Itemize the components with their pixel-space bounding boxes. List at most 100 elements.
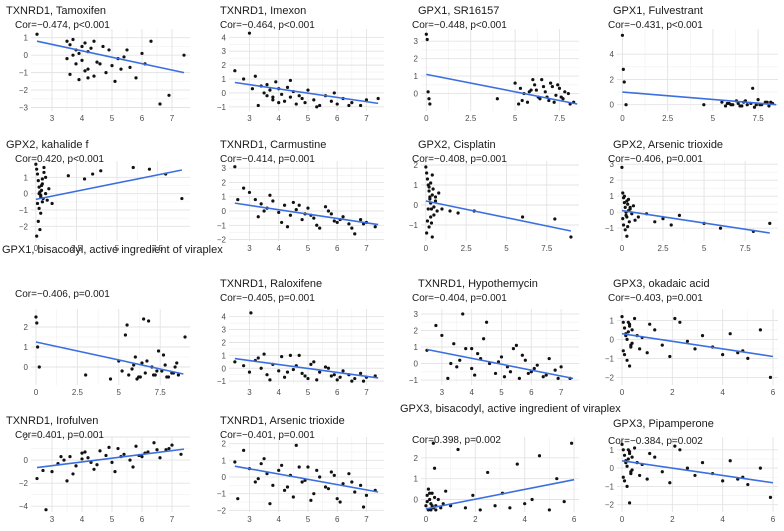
data-point: [297, 465, 301, 469]
data-point: [361, 379, 366, 383]
x-tick-label: 6: [335, 388, 340, 397]
data-point: [291, 495, 295, 499]
data-point: [86, 67, 90, 71]
panel-title: GPX1, bisacodyl, active ingredient of vi…: [2, 244, 223, 256]
data-point: [548, 81, 553, 85]
data-point: [429, 207, 434, 211]
data-point: [95, 463, 99, 467]
data-point: [432, 213, 436, 217]
data-point: [77, 51, 81, 56]
data-point: [556, 83, 560, 87]
data-point: [80, 457, 84, 461]
data-point: [128, 65, 132, 69]
panel-5: 0 2.5 5 7.5 1 0 −1 −2 GPX2, kahalide f Cor=0.420,…: [6, 139, 190, 253]
data-point: [66, 174, 70, 178]
panel-16: 0 2 4 6 1 0 −1 −2 GPX3, Pipamperone Cor=−0.384, p…: [605, 418, 778, 524]
data-point: [247, 370, 252, 374]
data-point: [233, 460, 237, 464]
data-point: [80, 44, 84, 49]
data-point: [527, 90, 531, 94]
data-point: [768, 375, 773, 379]
x-tick-label: 5: [110, 515, 115, 524]
data-point: [673, 316, 677, 321]
panel-subtitle: Cor=−0.403, p=0.001: [608, 293, 703, 304]
y-tick-label: 2: [610, 75, 615, 84]
data-point: [315, 105, 319, 109]
data-point: [134, 444, 138, 448]
x-tick-label: 7: [364, 114, 369, 123]
data-point: [282, 375, 287, 379]
data-point: [242, 77, 246, 81]
y-tick-label: −2: [605, 501, 615, 510]
data-point: [262, 352, 266, 356]
x-tick-label: 0: [424, 114, 429, 123]
panel-subtitle: Cor=−0.405, p=0.001: [220, 293, 315, 304]
data-point: [83, 41, 87, 45]
data-point: [767, 104, 771, 108]
regression-line: [426, 348, 574, 380]
data-point: [170, 443, 174, 447]
data-point: [326, 366, 331, 370]
data-point: [440, 207, 444, 211]
y-tick-label: 0: [414, 496, 419, 505]
x-tick-label: 7.5: [740, 244, 752, 253]
data-point: [318, 226, 322, 230]
data-point: [265, 94, 269, 98]
data-point: [538, 97, 542, 101]
panel-title: GPX3, Pipamperone: [613, 418, 714, 430]
data-point: [629, 345, 633, 349]
data-point: [280, 92, 284, 96]
data-point: [335, 102, 339, 106]
data-point: [622, 194, 626, 198]
x-tick-label: 6: [140, 114, 145, 123]
data-point: [428, 102, 432, 106]
data-point: [437, 191, 441, 195]
data-point: [338, 375, 342, 379]
y-tick-label: 0: [610, 208, 615, 217]
data-point: [550, 84, 554, 89]
data-point: [253, 480, 257, 484]
data-point: [271, 199, 275, 203]
data-point: [470, 366, 474, 371]
data-point: [535, 363, 539, 367]
panel-title: TXNRD1, Irofulven: [6, 415, 98, 427]
data-point: [35, 172, 40, 176]
data-point: [294, 102, 298, 106]
y-tick-label: 2: [610, 176, 615, 185]
data-point: [318, 370, 322, 374]
panel-11: 3 4 5 6 7 3 2 1 0 −1 TXNRD1, Hypothemycin Cor=−0.40…: [409, 278, 579, 397]
data-point: [82, 177, 87, 181]
data-point: [425, 219, 430, 223]
y-tick-label: 3: [414, 310, 419, 319]
data-point: [143, 371, 147, 375]
data-point: [68, 72, 72, 76]
data-point: [439, 506, 443, 510]
data-point: [130, 367, 134, 371]
panel-title: TXNRD1, Arsenic trioxide: [220, 415, 345, 427]
y-tick-label: −1: [217, 103, 227, 112]
data-point: [40, 182, 44, 186]
regression-line: [621, 459, 774, 484]
data-point: [768, 495, 773, 499]
panel-13: 3 4 5 6 7 2 0 −2 −4 TXNRD1, Irofulven Cor=0.401, p…: [6, 415, 190, 524]
data-point: [700, 461, 705, 465]
data-point: [559, 95, 563, 99]
data-point: [537, 454, 542, 458]
y-tick-label: 2: [222, 440, 227, 449]
x-tick-label: 0: [620, 244, 625, 253]
x-tick-label: 6: [572, 515, 577, 524]
data-point: [621, 223, 626, 227]
y-tick-label: 3: [222, 164, 227, 173]
x-tick-label: 5: [117, 388, 122, 397]
data-point: [449, 361, 453, 366]
data-point: [511, 347, 516, 351]
data-point: [431, 187, 435, 191]
data-point: [182, 53, 186, 57]
data-point: [758, 466, 762, 470]
data-point: [723, 104, 728, 108]
panel-background: [421, 161, 579, 241]
panel-title: TXNRD1, Raloxifene: [220, 278, 322, 290]
data-point: [425, 493, 429, 497]
data-point: [71, 53, 75, 57]
x-tick-label: 5: [306, 244, 311, 253]
